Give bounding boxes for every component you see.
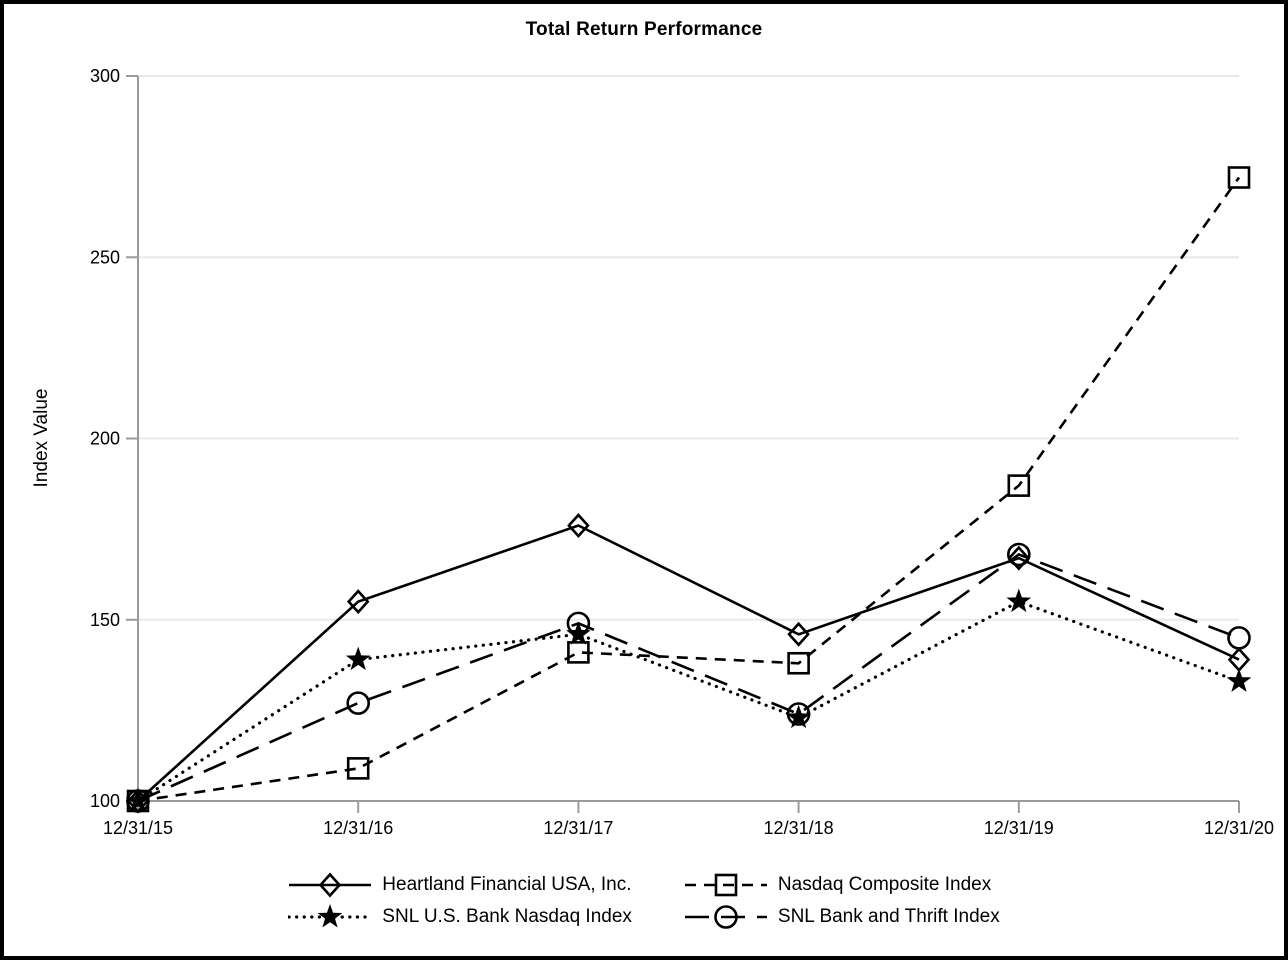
series-2-marker-star-icon <box>1226 668 1252 692</box>
x-tick-label: 12/31/16 <box>323 818 393 838</box>
legend-item: SNL Bank and Thrift Index <box>684 902 1000 932</box>
legend-marker-diamond-icon <box>319 872 342 898</box>
legend-label: SNL U.S. Bank Nasdaq Index <box>382 906 632 927</box>
x-tick-label: 12/31/20 <box>1204 818 1274 838</box>
legend-sample <box>288 904 373 928</box>
series-line-2 <box>136 599 1241 803</box>
legend-label: SNL Bank and Thrift Index <box>777 906 1000 927</box>
chart-title: Total Return Performance <box>525 19 763 40</box>
y-tick-label: 150 <box>90 610 120 630</box>
legend-sample <box>684 873 767 897</box>
legend-label: Heartland Financial USA, Inc. <box>382 874 632 895</box>
series-2-marker-star-icon <box>345 646 371 671</box>
plot-area: 100 150 200 250 300 12/31/15 12/31/16 12/31/17 1… <box>31 66 1274 838</box>
legend-marker-star-icon <box>317 904 343 928</box>
series-2-marker-star-icon <box>125 788 151 812</box>
x-tick-label: 12/31/19 <box>984 818 1054 838</box>
series-2-marker-star-icon <box>786 704 811 729</box>
legend-marker-square-icon <box>714 873 738 897</box>
y-tick-label: 200 <box>90 429 120 449</box>
series-3-marker-circle-icon <box>346 691 371 715</box>
series-0-marker-diamond-icon <box>1007 545 1031 571</box>
series-0-marker-diamond-icon <box>1227 647 1251 673</box>
series-1-marker-square-icon <box>787 651 810 675</box>
series-1-marker-square-icon <box>346 757 370 780</box>
legend-sample <box>684 905 767 929</box>
legend-item: Heartland Financial USA, Inc. <box>288 870 632 900</box>
series-line-1 <box>137 176 1241 803</box>
series-3-marker-circle-icon <box>1227 626 1251 650</box>
legend-label: Nasdaq Composite Index <box>777 874 992 895</box>
chart-legend: Heartland Financial USA, Inc. Nasdaq Comp… <box>4 870 1284 932</box>
y-tick-label: 100 <box>90 791 120 811</box>
series-1-marker-square-icon <box>567 641 590 664</box>
series-3-marker-circle-icon <box>786 702 811 726</box>
series-0-marker-diamond-icon <box>787 621 810 647</box>
series-3-marker-circle-icon <box>566 611 591 636</box>
series-line-0 <box>137 524 1240 802</box>
series-3-marker-circle-icon <box>1006 542 1031 567</box>
y-axis-title: Index Value <box>31 389 52 488</box>
x-tick-label: 12/31/17 <box>543 818 613 838</box>
x-tick-label: 12/31/18 <box>764 818 834 838</box>
series-0-marker-diamond-icon <box>567 513 590 538</box>
series-line-3 <box>137 553 1240 803</box>
y-tick-label: 300 <box>90 66 120 86</box>
legend-sample <box>289 872 372 898</box>
legend-marker-circle-icon <box>714 905 738 929</box>
series-1-marker-square-icon <box>1007 474 1031 497</box>
legend-item: Nasdaq Composite Index <box>684 870 1000 900</box>
series-2-marker-star-icon <box>1006 588 1032 613</box>
y-tick-label: 250 <box>90 247 120 267</box>
series-1-marker-square-icon <box>1227 166 1251 189</box>
legend-item: SNL U.S. Bank Nasdaq Index <box>288 902 632 932</box>
series-0-marker-diamond-icon <box>346 589 370 615</box>
x-tick-label: 12/31/15 <box>103 818 173 838</box>
series-3-marker-circle-icon <box>126 789 150 813</box>
